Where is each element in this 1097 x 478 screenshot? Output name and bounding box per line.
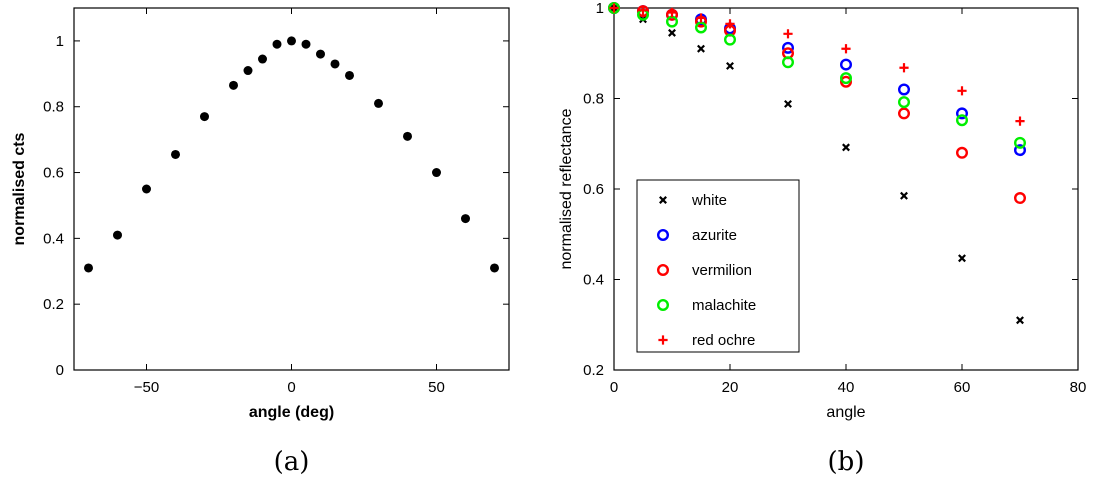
- data-point-red-ochre: [957, 86, 967, 96]
- x-tick-label-b: 40: [838, 379, 855, 396]
- data-point-series: [316, 49, 325, 59]
- x-tick-label-b: 60: [954, 379, 971, 396]
- y-tick-label-b: 1: [596, 0, 604, 17]
- x-tick-label-a: 50: [428, 379, 445, 396]
- y-tick-label-b: 0.2: [583, 362, 604, 379]
- data-point-malachite: [898, 96, 911, 109]
- data-point-series: [490, 263, 499, 273]
- legend-label-vermilion: vermilion: [692, 262, 752, 279]
- data-point-series: [287, 36, 296, 46]
- data-point-red-ochre: [841, 44, 851, 54]
- data-point-malachite: [608, 1, 621, 15]
- x-axis-label-a: angle (deg): [249, 404, 334, 421]
- y-tick-label-a: 0.6: [43, 165, 64, 182]
- data-point-red-ochre: [667, 7, 677, 18]
- data-point-series: [301, 39, 311, 49]
- x-tick-label-a: −50: [134, 379, 159, 396]
- data-point-series: [330, 59, 340, 69]
- data-point-series: [229, 80, 238, 90]
- legend-marker-vermilion: [657, 264, 670, 277]
- data-point-series: [113, 230, 122, 240]
- data-point-red-ochre: [609, 3, 619, 13]
- x-tick-label-a: 0: [287, 379, 295, 396]
- data-point-malachite: [1014, 136, 1027, 149]
- data-point-white: [697, 44, 705, 53]
- data-point-series: [200, 112, 209, 122]
- panel-a: −50 0 50 0 0.2 0.4 0.6 0.8 1 angle (deg) normali…: [11, 7, 510, 477]
- data-point-vermilion: [956, 146, 969, 159]
- legend-marker-white: [659, 196, 667, 204]
- data-point-white: [726, 61, 734, 70]
- y-tick-label-a: 0.8: [43, 99, 64, 116]
- y-tick-label-b: 0.6: [583, 181, 604, 198]
- data-point-azurite: [956, 107, 969, 120]
- x-axis-label-b: angle: [826, 404, 865, 421]
- data-point-series: [243, 66, 253, 76]
- data-point-vermilion: [898, 107, 911, 120]
- data-point-white: [668, 28, 676, 37]
- x-tick-label-b: 0: [610, 379, 618, 396]
- data-point-white: [784, 99, 792, 108]
- data-point-white: [900, 191, 908, 200]
- data-point-azurite: [840, 58, 853, 71]
- caption-b: (b): [828, 447, 865, 477]
- data-point-white: [958, 254, 966, 263]
- data-point-vermilion: [840, 75, 853, 88]
- legend-label-red-ochre: red ochre: [692, 332, 755, 349]
- data-point-vermilion: [1014, 192, 1027, 205]
- legend-label-white: white: [691, 192, 727, 209]
- y-tick-label-a: 0.2: [43, 296, 64, 313]
- x-tick-label-b: 80: [1070, 379, 1087, 396]
- legend: white azurite vermilion malachite red ochre: [636, 179, 800, 353]
- data-point-azurite: [782, 41, 795, 54]
- x-tick-label-b: 20: [722, 379, 739, 396]
- y-tick-label-a: 0: [56, 362, 64, 379]
- data-point-series: [171, 149, 180, 159]
- legend-marker-malachite: [657, 299, 670, 312]
- data-point-azurite: [898, 83, 911, 96]
- data-point-series: [432, 168, 441, 178]
- legend-marker-red-ochre: [658, 335, 668, 345]
- y-axis-label-a: normalised cts: [11, 132, 28, 245]
- y-tick-label-a: 0.4: [43, 230, 64, 247]
- data-point-malachite: [840, 72, 853, 85]
- data-point-white: [1016, 316, 1024, 325]
- ticks-b: 0 20 40 60 80 0.2 0.4 0.6 0.8 1: [583, 0, 1086, 396]
- panel-b: 0 20 40 60 80 0.2 0.4 0.6 0.8 1 angle normalised …: [558, 0, 1086, 477]
- legend-label-malachite: malachite: [692, 297, 756, 314]
- data-point-series: [374, 98, 383, 108]
- data-point-malachite: [695, 21, 708, 34]
- data-point-red-ochre: [1015, 116, 1025, 126]
- data-point-red-ochre: [725, 19, 735, 29]
- data-point-red-ochre: [899, 63, 909, 73]
- y-tick-label-b: 0.4: [583, 272, 604, 289]
- y-tick-label-b: 0.8: [583, 91, 604, 108]
- caption-a: (a): [274, 447, 310, 477]
- legend-marker-azurite: [657, 228, 670, 241]
- data-point-red-ochre: [783, 29, 793, 39]
- data-point-series: [142, 184, 151, 194]
- data-point-series: [403, 131, 412, 141]
- data-point-series: [461, 214, 470, 224]
- ticks-a: −50 0 50 0 0.2 0.4 0.6 0.8 1: [43, 8, 509, 396]
- data-point-malachite: [782, 56, 795, 69]
- data-point-white: [842, 143, 850, 152]
- y-axis-label-b: normalised reflectance: [558, 108, 575, 269]
- data-point-malachite: [956, 114, 969, 127]
- data-point-red-ochre: [638, 5, 648, 15]
- data-point-malachite: [724, 33, 737, 46]
- data-point-red-ochre: [696, 13, 706, 23]
- data-point-series: [272, 39, 282, 49]
- legend-label-azurite: azurite: [692, 227, 737, 244]
- marks-a: [84, 36, 499, 273]
- data-point-malachite: [666, 15, 679, 28]
- data-point-series: [345, 70, 354, 80]
- marks-b: [608, 1, 1027, 325]
- data-point-azurite: [1014, 144, 1027, 157]
- plot-area-a: [73, 7, 510, 371]
- y-tick-label-a: 1: [56, 33, 64, 50]
- data-point-series: [84, 263, 93, 273]
- data-point-series: [258, 54, 267, 64]
